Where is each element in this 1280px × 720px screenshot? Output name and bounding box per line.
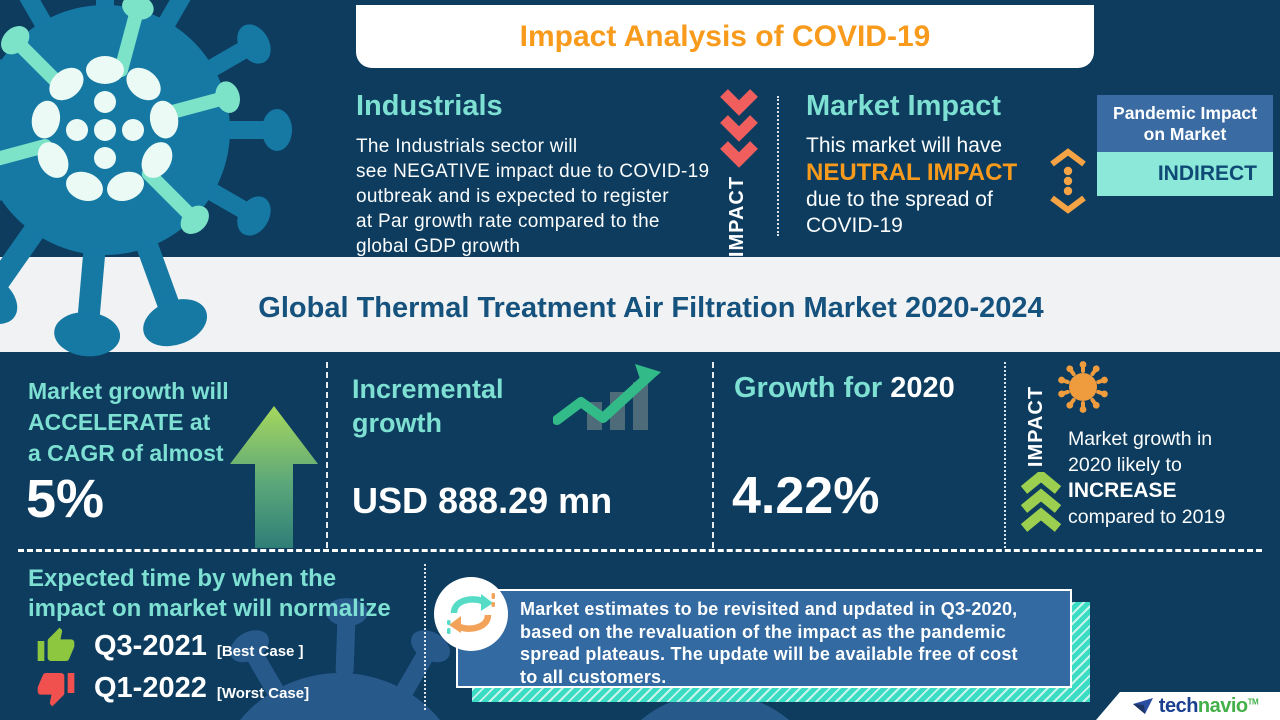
header-banner: Impact Analysis of COVID-19 [356,5,1094,68]
column-divider [326,362,328,548]
growth-2020-value: 4.22% [732,467,880,525]
worst-case-value: Q1-2022 [94,671,207,704]
impact-2020-statement: Market growth in 2020 likely to INCREASE… [1068,426,1225,530]
pandemic-impact-value-badge: INDIRECT [1097,152,1273,196]
industrials-body-line: global GDP growth [356,236,521,257]
column-divider [1004,362,1006,548]
best-case-row: Q3-2021 [Best Case ] [34,626,304,666]
market-impact-line: This market will have [806,134,1003,157]
pandemic-impact-badge: Pandemic Impact on Market [1097,95,1273,152]
page-title: Impact Analysis of COVID-19 [519,19,931,53]
impact-label-text: IMPACT [726,175,749,257]
market-impact-section: Market Impact This market will have NEUT… [806,90,1017,239]
industrials-body-line: The Industrials sector will [356,136,578,157]
industrials-section: Industrials The Industrials sector will … [356,90,709,259]
incremental-heading-line: Incremental [352,374,504,404]
up-arrow-icon [230,406,318,548]
industrials-body-line: see NEGATIVE impact due to COVID-19 [356,161,710,182]
cagr-statement: Market growth will ACCELERATE at a CAGR … [28,376,229,469]
impact-2020-line: compared to 2019 [1068,506,1226,528]
refresh-icon-badge [434,577,508,651]
chevrons-up-icon [1020,472,1062,532]
note-line: to all customers. [520,666,667,687]
normalize-heading-line: Expected time by when the [28,565,337,592]
impact-2020-line: Market growth in [1068,428,1213,450]
incremental-heading-line: growth [352,408,442,438]
cagr-value: 5% [26,469,105,529]
impact-2020-highlight: INCREASE [1068,479,1177,502]
virus-icon [1058,361,1108,413]
industrials-body-line: outbreak and is expected to register [356,186,669,207]
technavio-logo: technavioTM [1096,692,1280,720]
market-impact-heading: Market Impact [806,90,1002,122]
pandemic-badge-line: Pandemic Impact [1113,102,1257,123]
top-section-divider [777,96,779,236]
best-case-value: Q3-2021 [94,629,207,662]
growth-2020-heading: Growth for 2020 [734,372,955,405]
impact-label-text: IMPACT [1025,385,1048,467]
industrials-body-line: at Par growth rate compared to the [356,211,660,232]
growth-heading-teal: Growth for [734,372,891,404]
chevrons-down-icon [720,89,758,168]
best-case-label: [Best Case ] [216,642,304,660]
incremental-growth-heading: Incremental growth [352,372,504,440]
worst-case-row: Q1-2022 [Worst Case] [34,668,309,708]
cagr-line: Market growth will [28,378,229,404]
note-line: based on the revaluation of the impact a… [520,621,1006,642]
logo-trademark: TM [1247,696,1259,706]
market-title: Global Thermal Treatment Air Filtration … [258,292,1044,324]
cagr-line: ACCELERATE at [28,409,211,435]
thumbs-up-icon [37,627,75,661]
technavio-arrow-icon [1132,698,1153,714]
note-line: Market estimates to be revisited and upd… [520,599,1018,619]
normalize-heading: Expected time by when the impact on mark… [28,564,391,624]
refresh-icon [447,593,495,634]
normalize-heading-line: impact on market will normalize [28,595,391,622]
logo-part-tech: tech [1158,694,1199,717]
technavio-wordmark: technavioTM [1158,694,1259,718]
cagr-line: a CAGR of almost [28,440,224,466]
trend-up-icon [553,364,661,430]
note-line: spread plateaus. The update will be avai… [520,644,1018,664]
thumbs-down-icon [37,673,75,707]
title-band [0,257,1280,352]
impact-2020-line: 2020 likely to [1068,454,1182,476]
bottom-strip-divider [424,564,426,710]
pandemic-badge-value: INDIRECT [1157,162,1257,185]
section-divider [18,549,1262,552]
virus-illustration [0,0,292,357]
note-box: Market estimates to be revisited and upd… [456,589,1072,688]
industrials-body: The Industrials sector will see NEGATIVE… [356,134,709,259]
neutral-arrows-icon [1050,148,1086,214]
growth-heading-year: 2020 [890,372,955,404]
impact-label-2020: IMPACT [1014,385,1060,467]
market-impact-line: COVID-19 [806,214,903,237]
incremental-growth-value: USD 888.29 mn [352,480,613,521]
column-divider [712,362,714,548]
logo-part-navio: navio [1197,694,1248,717]
worst-case-label: [Worst Case] [216,684,310,702]
impact-label-industrials: IMPACT [712,175,764,256]
industrials-heading: Industrials [356,90,503,122]
market-impact-highlight: NEUTRAL IMPACT [806,159,1018,186]
market-impact-line: due to the spread of [806,188,993,211]
pandemic-badge-line: on Market [1143,123,1227,144]
